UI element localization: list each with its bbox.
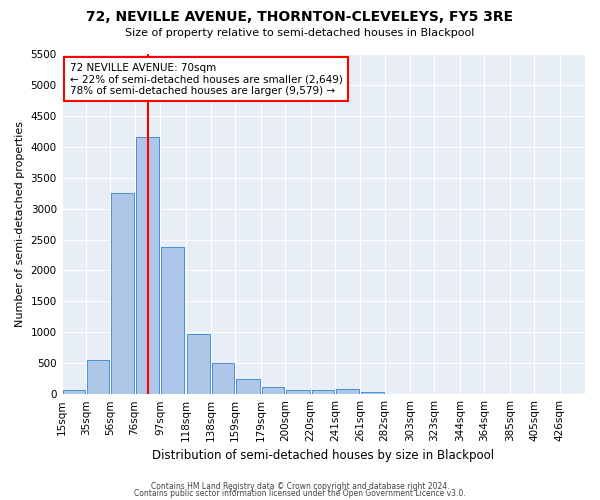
Text: 72, NEVILLE AVENUE, THORNTON-CLEVELEYS, FY5 3RE: 72, NEVILLE AVENUE, THORNTON-CLEVELEYS, … [86,10,514,24]
Bar [62,390,85,394]
Bar [236,380,260,394]
Bar [336,389,359,394]
Bar [87,360,109,394]
Text: Contains HM Land Registry data © Crown copyright and database right 2024.: Contains HM Land Registry data © Crown c… [151,482,449,491]
Text: Contains public sector information licensed under the Open Government Licence v3: Contains public sector information licen… [134,489,466,498]
Y-axis label: Number of semi-detached properties: Number of semi-detached properties [15,121,25,327]
X-axis label: Distribution of semi-detached houses by size in Blackpool: Distribution of semi-detached houses by … [152,450,494,462]
Bar [161,247,184,394]
Bar [136,138,159,394]
Bar [212,364,235,394]
Bar [187,334,210,394]
Bar [286,390,310,394]
Bar [361,392,383,394]
Bar [262,387,284,394]
Text: Size of property relative to semi-detached houses in Blackpool: Size of property relative to semi-detach… [125,28,475,38]
Text: 72 NEVILLE AVENUE: 70sqm
← 22% of semi-detached houses are smaller (2,649)
78% o: 72 NEVILLE AVENUE: 70sqm ← 22% of semi-d… [70,62,343,96]
Bar [111,193,134,394]
Bar [311,390,334,394]
